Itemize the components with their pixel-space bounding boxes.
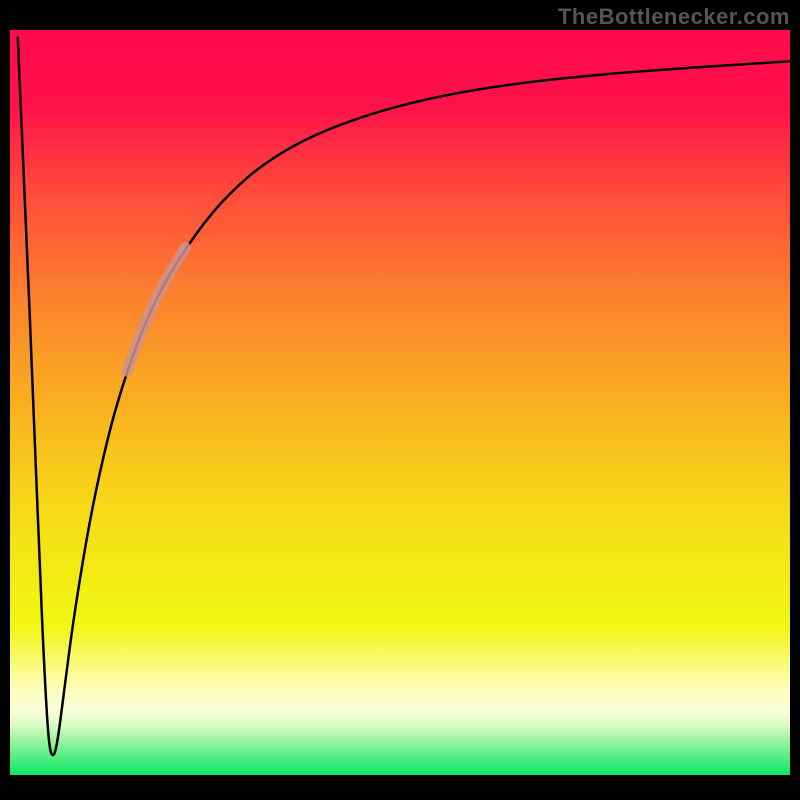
bottleneck-curve-chart [0,0,800,800]
chart-container: TheBottlenecker.com [0,0,800,800]
chart-gradient-background [10,30,790,775]
watermark-text: TheBottlenecker.com [558,4,790,30]
